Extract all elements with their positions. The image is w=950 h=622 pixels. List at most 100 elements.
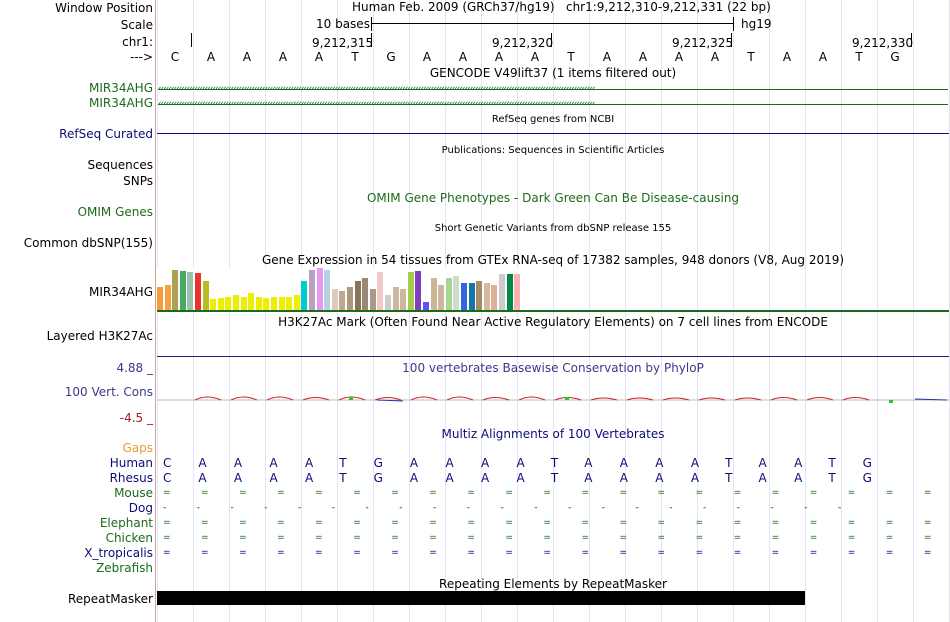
gtex-gene-feature[interactable]: [157, 310, 949, 312]
phylop-track-label[interactable]: 100 Vert. Cons: [64, 385, 153, 399]
multiz-species-label[interactable]: Elephant: [99, 516, 153, 530]
gencode-item-label[interactable]: MIR34AHG: [88, 96, 153, 110]
scale-text: 10 bases: [316, 17, 370, 31]
gtex-tissue-bar[interactable]: [210, 299, 217, 310]
gtex-tissue-bar[interactable]: [476, 281, 483, 310]
sequence-base: A: [530, 50, 540, 64]
gtex-tissue-bar[interactable]: [506, 274, 513, 310]
gtex-tissue-bar[interactable]: [461, 283, 467, 310]
multiz-species-label[interactable]: Mouse: [114, 486, 153, 500]
phylop-positive-mark: [349, 397, 353, 400]
gtex-tissue-bar[interactable]: [202, 281, 209, 310]
gtex-tissue-bar[interactable]: [293, 295, 300, 310]
gtex-tissue-bar[interactable]: [225, 297, 232, 310]
scale-bar-right-tick: [733, 17, 734, 31]
h3k27ac-track-label[interactable]: Layered H3K27Ac: [46, 329, 153, 343]
gtex-tissue-bar[interactable]: [423, 302, 429, 310]
omim-track-label[interactable]: OMIM Genes: [77, 205, 153, 219]
repeatmasker-element[interactable]: [157, 591, 805, 605]
gtex-tissue-bar[interactable]: [339, 291, 346, 310]
publications-sequences-label[interactable]: Sequences: [87, 158, 153, 172]
gtex-tissue-bar[interactable]: [164, 285, 171, 310]
sequence-base: A: [602, 50, 612, 64]
ruler-tick: [371, 33, 372, 47]
gtex-tissue-bar[interactable]: [514, 274, 521, 310]
multiz-species-label[interactable]: Chicken: [105, 531, 153, 545]
ruler-tick: [731, 33, 732, 47]
gtex-tissue-bar[interactable]: [453, 276, 460, 310]
gtex-tissue-bar[interactable]: [316, 268, 323, 310]
gtex-tissue-bar[interactable]: [347, 287, 353, 310]
publications-track-title[interactable]: Publications: Sequences in Scientific Ar…: [441, 145, 665, 156]
phylop-track-title[interactable]: 100 vertebrates Basewise Conservation by…: [402, 361, 704, 375]
gtex-tissue-bar[interactable]: [331, 289, 338, 310]
multiz-species-label[interactable]: Rhesus: [109, 471, 153, 485]
gtex-tissue-bar[interactable]: [301, 281, 308, 310]
refseq-track-subtitle[interactable]: RefSeq genes from NCBI: [491, 114, 615, 125]
gtex-tissue-bar[interactable]: [271, 297, 277, 310]
gtex-tissue-bar[interactable]: [407, 272, 414, 310]
gtex-tissue-bar[interactable]: [195, 273, 201, 310]
gtex-tissue-bar[interactable]: [278, 297, 285, 310]
gtex-tissue-bar[interactable]: [430, 278, 437, 310]
gtex-tissue-bar[interactable]: [240, 297, 247, 310]
sequence-base: T: [747, 50, 755, 64]
gtex-tissue-bar[interactable]: [187, 272, 194, 310]
h3k27ac-track-title[interactable]: H3K27Ac Mark (Often Found Near Active Re…: [278, 315, 828, 329]
gtex-tissue-bar[interactable]: [491, 285, 498, 310]
gtex-tissue-bar[interactable]: [309, 270, 315, 310]
sequence-base: A: [458, 50, 468, 64]
gtex-tissue-bar[interactable]: [217, 298, 224, 310]
gtex-tissue-bar[interactable]: [248, 293, 255, 310]
gtex-tissue-bar[interactable]: [233, 295, 239, 310]
refseq-track-label[interactable]: RefSeq Curated: [59, 127, 153, 141]
publications-snps-label[interactable]: SNPs: [123, 174, 153, 188]
gtex-tissue-bar[interactable]: [415, 271, 422, 310]
gtex-tissue-bar[interactable]: [286, 297, 293, 310]
omim-track-title[interactable]: OMIM Gene Phenotypes - Dark Green Can Be…: [366, 191, 740, 205]
gtex-tissue-bar[interactable]: [263, 298, 270, 310]
phylop-conservation-plot[interactable]: [157, 390, 949, 406]
h3k27ac-signal-line[interactable]: [157, 356, 949, 357]
dbsnp-track-title[interactable]: Short Genetic Variants from dbSNP releas…: [434, 223, 672, 234]
gaps-track-label[interactable]: Gaps: [122, 441, 153, 455]
multiz-species-row: =====================: [163, 488, 950, 498]
multiz-species-row: =====================: [163, 533, 950, 543]
sequence-base: A: [710, 50, 720, 64]
gtex-tissue-bar[interactable]: [468, 283, 475, 310]
multiz-species-label[interactable]: X_tropicalis: [84, 546, 153, 560]
gtex-tissue-bar[interactable]: [400, 289, 407, 310]
multiz-track-title[interactable]: Multiz Alignments of 100 Vertebrates: [441, 427, 665, 441]
gtex-tissue-bar[interactable]: [438, 285, 445, 310]
gencode-track-title[interactable]: GENCODE V49lift37 (1 items filtered out): [429, 66, 677, 80]
repeatmasker-track-title[interactable]: Repeating Elements by RepeatMasker: [439, 577, 667, 591]
gtex-tissue-bar[interactable]: [255, 297, 262, 310]
gtex-tissue-bar[interactable]: [369, 289, 376, 310]
dbsnp-track-label[interactable]: Common dbSNP(155): [23, 236, 153, 250]
multiz-species-label[interactable]: Human: [109, 456, 153, 470]
multiz-species-label[interactable]: Zebrafish: [96, 561, 153, 575]
repeatmasker-track-label[interactable]: RepeatMasker: [67, 592, 153, 606]
gtex-tissue-bar[interactable]: [392, 287, 399, 310]
gtex-tissue-bar[interactable]: [385, 295, 391, 310]
gtex-tissue-bar[interactable]: [354, 281, 361, 310]
gtex-tissue-bar[interactable]: [324, 270, 331, 310]
gtex-tissue-bar[interactable]: [362, 278, 369, 310]
multiz-species-label[interactable]: Dog: [128, 501, 153, 515]
gtex-expression-chart[interactable]: [157, 268, 529, 310]
gtex-tissue-bar[interactable]: [179, 271, 186, 310]
gtex-track-title[interactable]: Gene Expression in 54 tissues from GTEx …: [261, 253, 845, 267]
refseq-feature-line[interactable]: [157, 133, 949, 134]
arrow-label: --->: [129, 50, 153, 64]
gencode-item-label[interactable]: MIR34AHG: [88, 81, 153, 95]
sequence-base: A: [638, 50, 648, 64]
gtex-tissue-bar[interactable]: [483, 283, 490, 310]
gtex-track-label[interactable]: MIR34AHG: [88, 285, 153, 299]
ruler-coord: 9,212,330: [852, 36, 914, 50]
position-text: chr1:9,212,310-9,212,331 (22 bp): [565, 0, 771, 14]
gtex-tissue-bar[interactable]: [157, 287, 163, 310]
gtex-tissue-bar[interactable]: [499, 274, 505, 310]
gtex-tissue-bar[interactable]: [172, 270, 179, 310]
gtex-tissue-bar[interactable]: [377, 272, 384, 310]
gtex-tissue-bar[interactable]: [445, 278, 452, 310]
